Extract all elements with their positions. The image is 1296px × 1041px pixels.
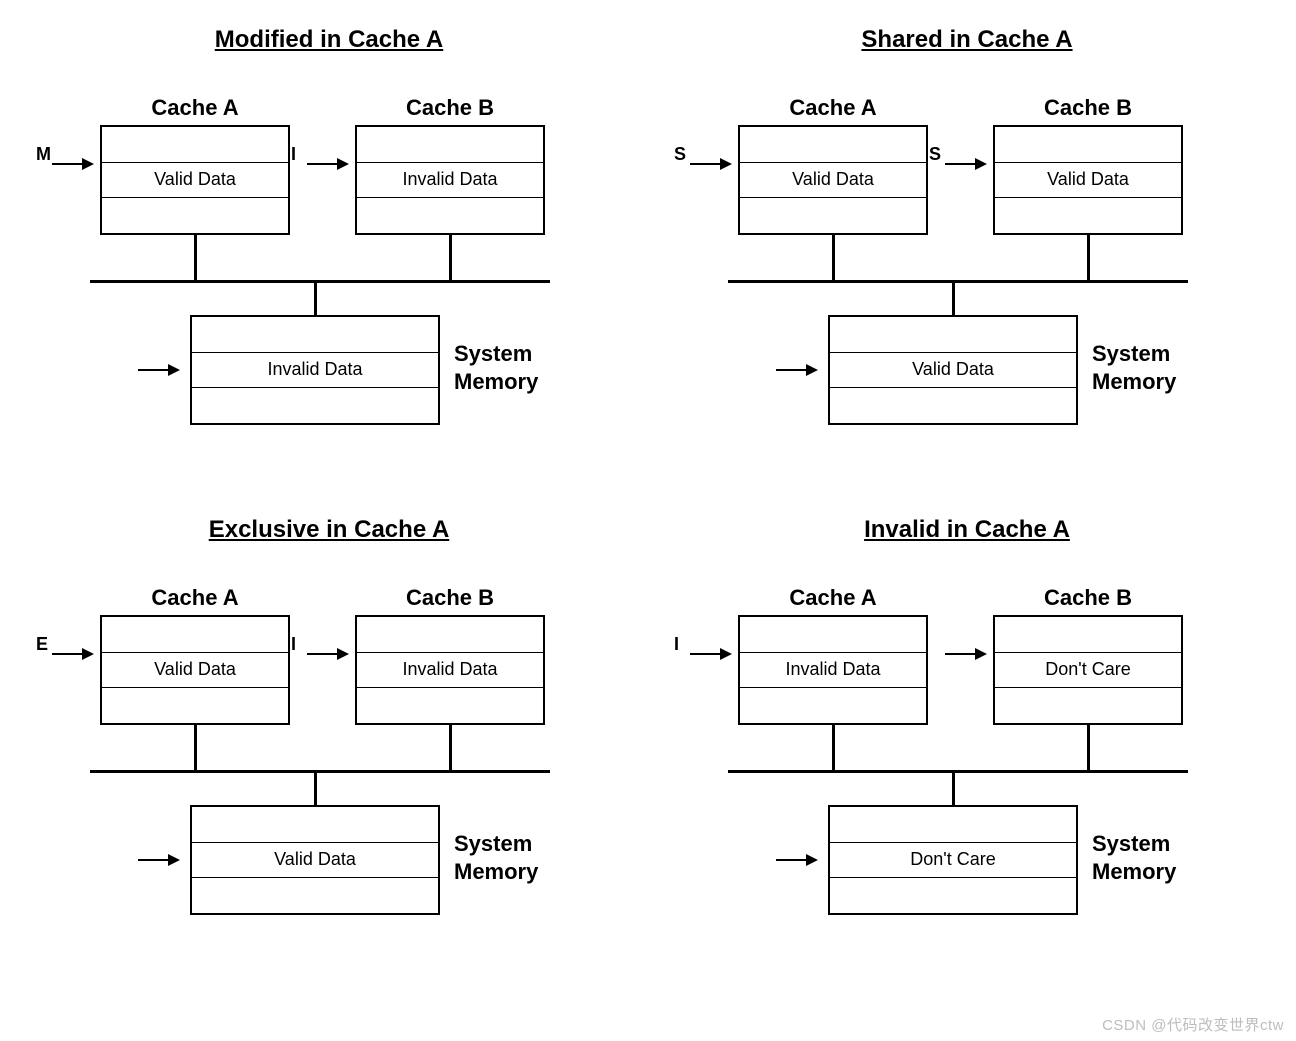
arrow-icon [776, 854, 818, 866]
system-memory-label: SystemMemory [454, 830, 538, 885]
memory-data: Valid Data [830, 352, 1076, 387]
cache-b-data: Don't Care [995, 652, 1181, 687]
cache-a-state: E [36, 634, 48, 655]
cache-b-box: Don't Care [993, 615, 1183, 725]
cache-b-connector [1087, 725, 1090, 770]
cache-a-data: Valid Data [102, 162, 288, 197]
system-memory-label: SystemMemory [1092, 340, 1176, 395]
cache-a-data: Invalid Data [740, 652, 926, 687]
cache-a-box: Valid Data [738, 125, 928, 235]
cache-a-connector [194, 725, 197, 770]
memory-connector [314, 280, 317, 315]
system-memory-label: SystemMemory [1092, 830, 1176, 885]
arrow-icon [945, 158, 987, 170]
cache-b-connector [449, 235, 452, 280]
arrow-icon [690, 158, 732, 170]
cache-b-box: Valid Data [993, 125, 1183, 235]
cache-a-data: Valid Data [102, 652, 288, 687]
watermark: CSDN @代码改变世界ctw [1102, 1014, 1284, 1035]
arrow-icon [52, 158, 94, 170]
cache-b-box: Invalid Data [355, 615, 545, 725]
bus-line [728, 280, 1188, 283]
memory-data: Valid Data [192, 842, 438, 877]
memory-connector [952, 770, 955, 805]
arrow-icon [945, 648, 987, 660]
panel-1: Shared in Cache A Cache A Valid Data S Ca… [648, 20, 1286, 510]
bus-line [90, 280, 550, 283]
memory-connector [314, 770, 317, 805]
arrow-icon [138, 364, 180, 376]
cache-b-data: Invalid Data [357, 652, 543, 687]
memory-data: Invalid Data [192, 352, 438, 387]
cache-a-label: Cache A [738, 95, 928, 121]
cache-b-connector [1087, 235, 1090, 280]
memory-connector [952, 280, 955, 315]
cache-b-state: I [291, 634, 296, 655]
memory-box: Valid Data [190, 805, 440, 915]
panel-title: Shared in Cache A [648, 26, 1286, 54]
cache-a-state: S [674, 144, 686, 165]
cache-b-state: S [929, 144, 941, 165]
memory-box: Invalid Data [190, 315, 440, 425]
cache-b-label: Cache B [355, 95, 545, 121]
cache-b-label: Cache B [993, 95, 1183, 121]
arrow-icon [307, 648, 349, 660]
panel-0: Modified in Cache ACache A Valid Data M … [10, 20, 648, 510]
memory-box: Valid Data [828, 315, 1078, 425]
cache-a-connector [832, 725, 835, 770]
panel-title: Modified in Cache A [10, 26, 648, 54]
panel-2: Exclusive in Cache A Cache A Valid Data E… [10, 510, 648, 1000]
arrow-icon [52, 648, 94, 660]
cache-a-data: Valid Data [740, 162, 926, 197]
arrow-icon [138, 854, 180, 866]
memory-box: Don't Care [828, 805, 1078, 915]
arrow-icon [776, 364, 818, 376]
cache-a-connector [194, 235, 197, 280]
arrow-icon [307, 158, 349, 170]
cache-a-box: Valid Data [100, 125, 290, 235]
system-memory-label: SystemMemory [454, 340, 538, 395]
cache-a-state: M [36, 144, 51, 165]
bus-line [90, 770, 550, 773]
cache-a-connector [832, 235, 835, 280]
cache-b-box: Invalid Data [355, 125, 545, 235]
cache-b-label: Cache B [993, 585, 1183, 611]
arrow-icon [690, 648, 732, 660]
panel-3: Invalid in Cache A Cache A Invalid Data I… [648, 510, 1286, 1000]
cache-b-data: Invalid Data [357, 162, 543, 197]
cache-b-state: I [291, 144, 296, 165]
bus-line [728, 770, 1188, 773]
cache-a-state: I [674, 634, 679, 655]
panel-title: Invalid in Cache A [648, 516, 1286, 544]
cache-a-label: Cache A [738, 585, 928, 611]
memory-data: Don't Care [830, 842, 1076, 877]
cache-b-data: Valid Data [995, 162, 1181, 197]
cache-a-label: Cache A [100, 585, 290, 611]
cache-a-box: Valid Data [100, 615, 290, 725]
panel-title: Exclusive in Cache A [10, 516, 648, 544]
cache-b-label: Cache B [355, 585, 545, 611]
cache-a-label: Cache A [100, 95, 290, 121]
cache-b-connector [449, 725, 452, 770]
cache-a-box: Invalid Data [738, 615, 928, 725]
